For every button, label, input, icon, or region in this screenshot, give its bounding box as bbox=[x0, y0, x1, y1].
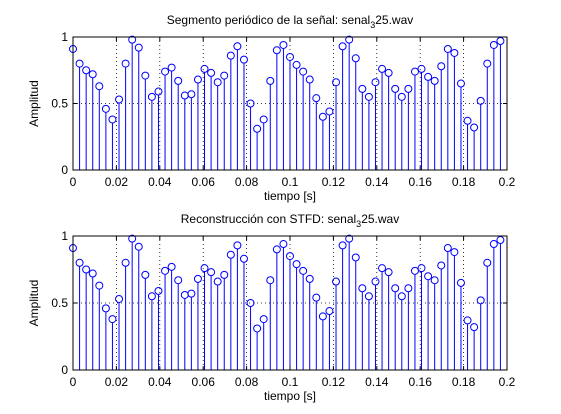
x-tick-label: 0.06 bbox=[192, 375, 216, 389]
y-tick-label: 1 bbox=[61, 30, 68, 44]
x-tick-label: 0.1 bbox=[282, 175, 299, 189]
y-tick-label: 0.5 bbox=[51, 296, 68, 310]
x-tick-label: 0.04 bbox=[148, 175, 172, 189]
x-tick-label: 0.06 bbox=[192, 175, 216, 189]
y-axis-label: Amplitud bbox=[27, 280, 41, 327]
x-tick-label: 0.02 bbox=[105, 375, 129, 389]
chart-title-main: Segmento periódico de la señal: senal bbox=[167, 13, 370, 27]
y-tick-label: 0.5 bbox=[51, 97, 68, 111]
x-tick-label: 0.08 bbox=[235, 175, 259, 189]
chart-title-suffix: 25.wav bbox=[375, 13, 413, 27]
x-axis-label: tiempo [s] bbox=[264, 389, 316, 403]
x-tick-label: 0.16 bbox=[409, 375, 433, 389]
x-tick-label: 0.18 bbox=[452, 375, 476, 389]
y-axis-label: Amplitud bbox=[27, 80, 41, 127]
x-tick-label: 0.1 bbox=[282, 375, 299, 389]
x-tick-label: 0.14 bbox=[365, 175, 389, 189]
x-tick-label: 0.18 bbox=[452, 175, 476, 189]
chart-title-main: Reconstrucción con STFD: senal bbox=[181, 212, 356, 226]
y-tick-label: 1 bbox=[61, 229, 68, 243]
x-tick-label: 0.04 bbox=[148, 375, 172, 389]
x-tick-label: 0.02 bbox=[105, 175, 129, 189]
x-tick-label: 0 bbox=[70, 175, 77, 189]
x-tick-label: 0 bbox=[70, 375, 77, 389]
chart-title-suffix: 25.wav bbox=[361, 212, 399, 226]
x-tick-label: 0.16 bbox=[409, 175, 433, 189]
x-tick-label: 0.12 bbox=[322, 375, 346, 389]
y-tick-label: 0 bbox=[61, 163, 68, 177]
x-tick-label: 0.14 bbox=[365, 375, 389, 389]
x-tick-label: 0.2 bbox=[499, 375, 516, 389]
x-tick-label: 0.12 bbox=[322, 175, 346, 189]
x-tick-label: 0.08 bbox=[235, 375, 259, 389]
x-tick-label: 0.2 bbox=[499, 175, 516, 189]
y-tick-label: 0 bbox=[61, 363, 68, 377]
x-axis-label: tiempo [s] bbox=[264, 189, 316, 203]
